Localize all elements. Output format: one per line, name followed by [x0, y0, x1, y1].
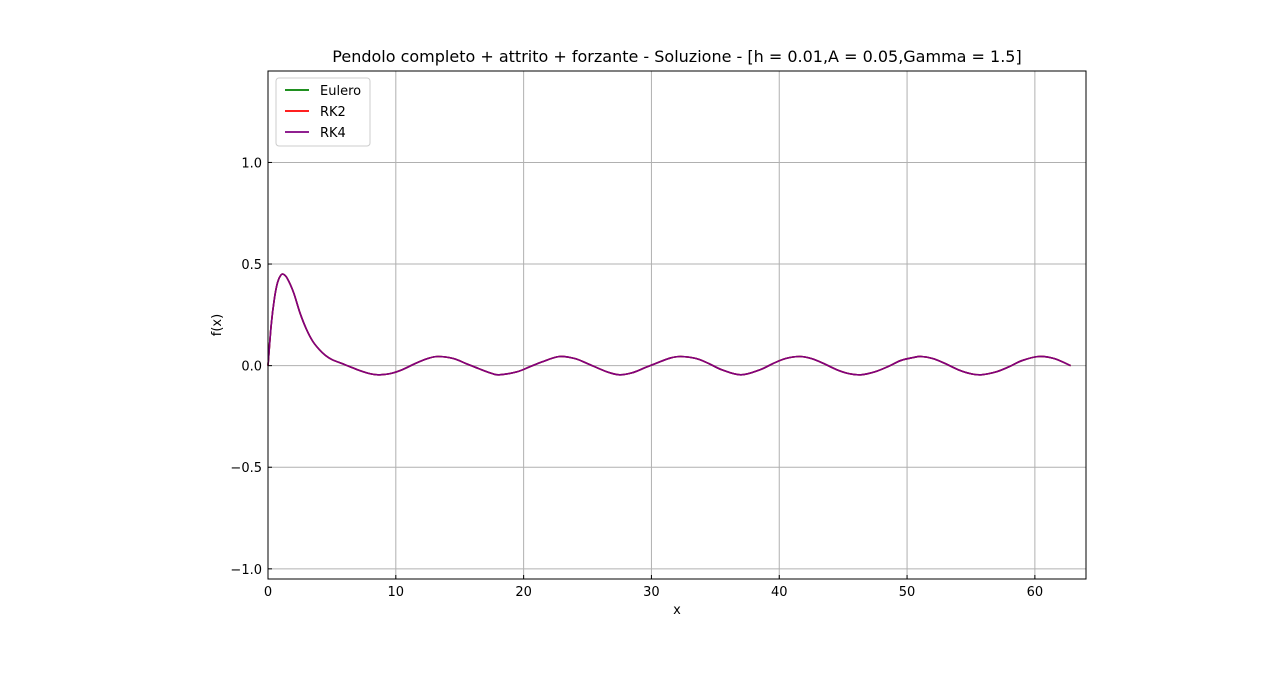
y-tick-label: 1.0	[241, 156, 262, 171]
x-axis-label: x	[673, 603, 681, 618]
grid	[267, 71, 1086, 579]
x-tick-label: 10	[388, 585, 405, 600]
series-line-rk4	[267, 273, 1071, 376]
y-tick-label: 0.5	[241, 258, 262, 273]
chart-title: Pendolo completo + attrito + forzante - …	[332, 47, 1021, 66]
x-tick-label: 30	[643, 585, 660, 600]
x-tick-label: 20	[515, 585, 532, 600]
y-tick-label: 0.0	[241, 360, 262, 375]
series-lines	[267, 273, 1071, 376]
y-axis-label: f(x)	[210, 314, 225, 336]
legend: Eulero RK2 RK4	[275, 77, 371, 147]
x-tick-label: 60	[1027, 585, 1044, 600]
x-tick-label: 0	[264, 585, 272, 600]
x-tick-label: 50	[899, 585, 916, 600]
legend-label-eulero: Eulero	[320, 84, 361, 99]
series-line-eulero	[267, 273, 1071, 376]
y-tick-label: −1.0	[230, 563, 262, 578]
plot-frame	[267, 70, 1087, 580]
legend-label-rk4: RK4	[320, 126, 346, 141]
legend-box	[275, 77, 371, 147]
y-tick-label: −0.5	[230, 461, 262, 476]
x-tick-label: 40	[771, 585, 788, 600]
legend-label-rk2: RK2	[320, 105, 346, 120]
axis-ticks: 0 10 20 30 40 50 60 −1.0 −0.5 0.0 0.5 1.0	[230, 156, 1043, 600]
series-line-rk2	[267, 273, 1071, 376]
